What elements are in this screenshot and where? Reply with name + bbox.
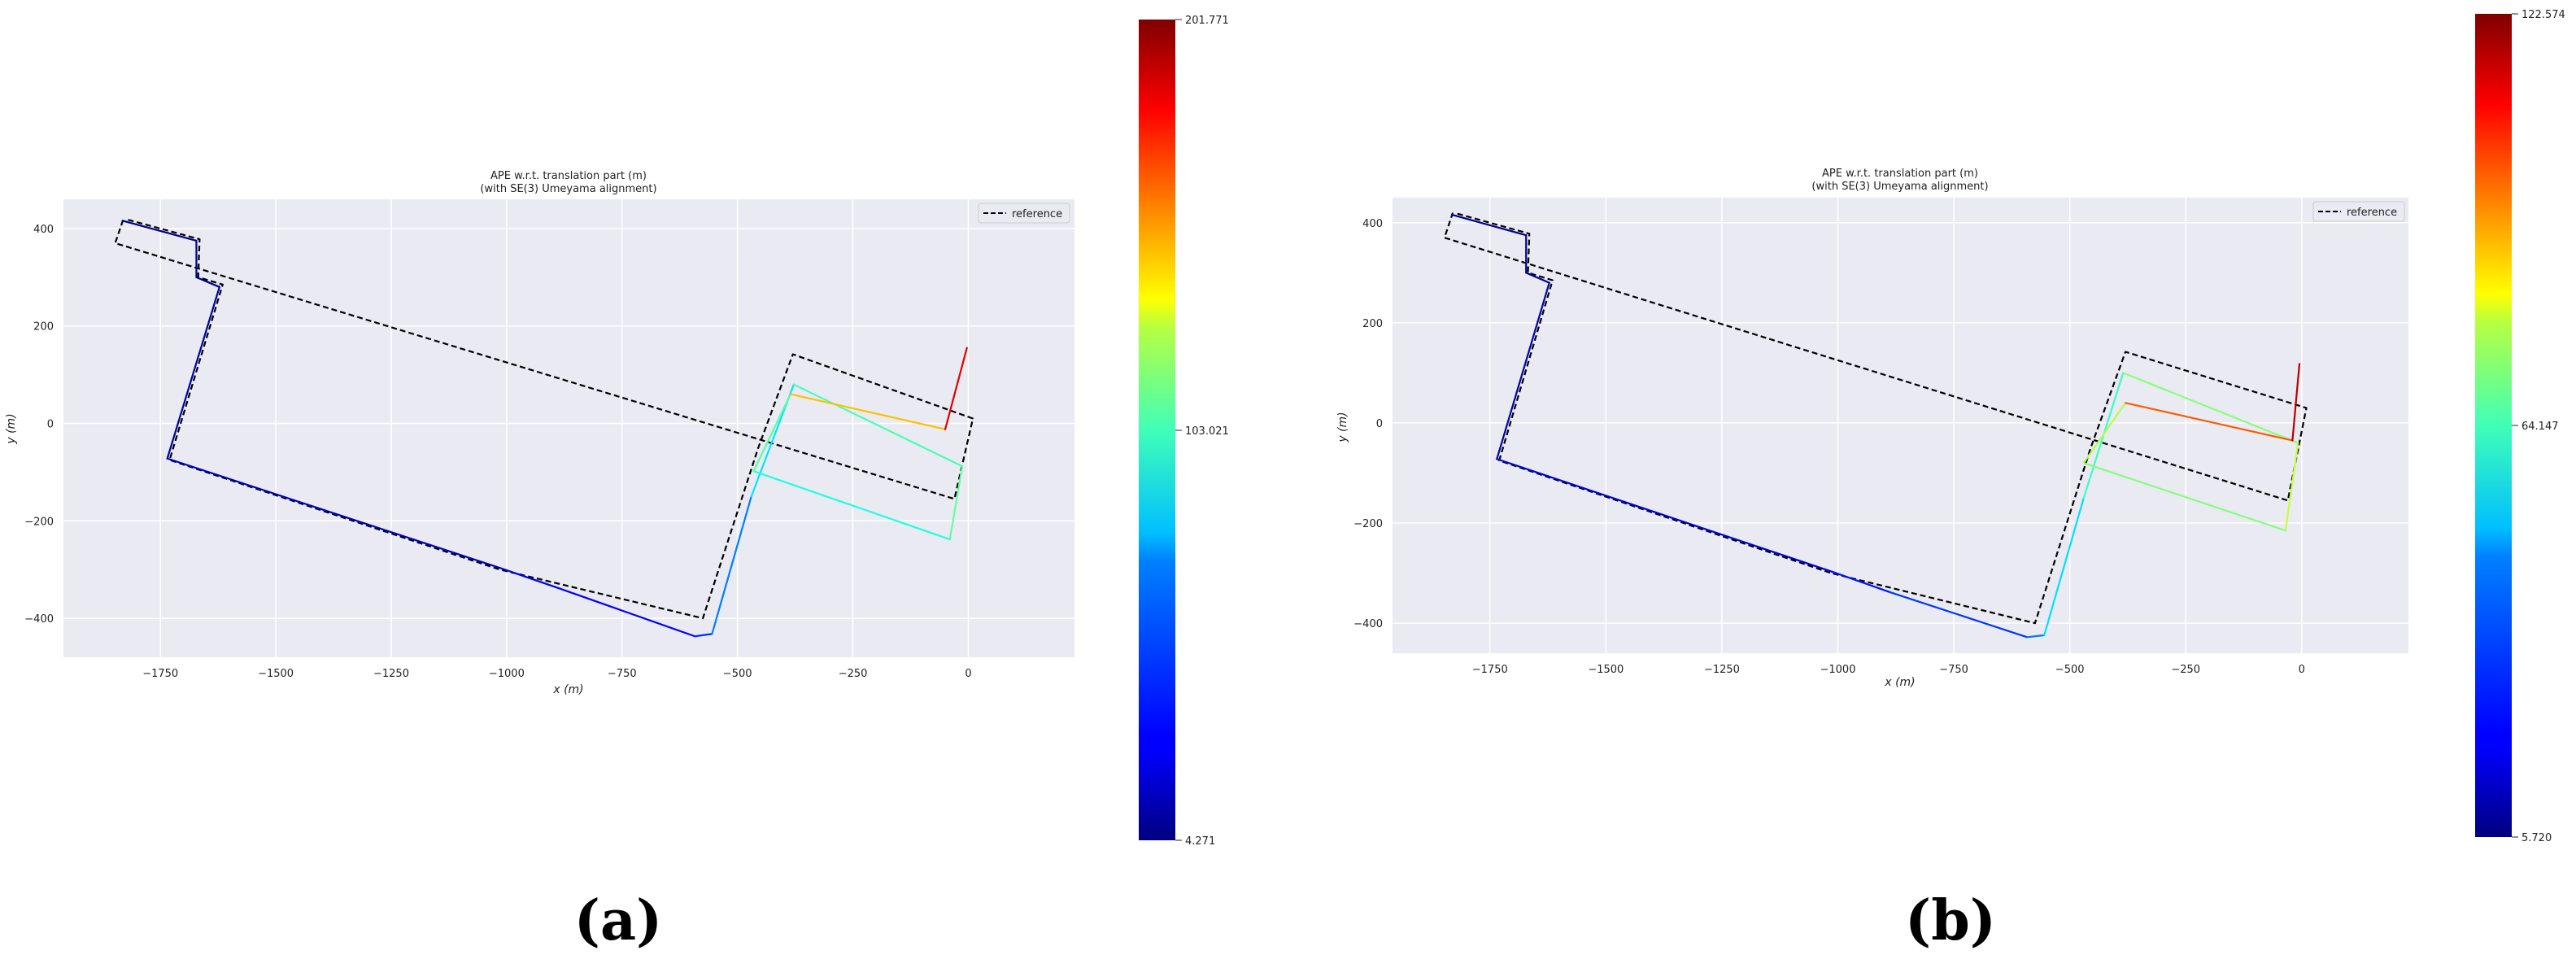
estimate-trajectory-segment [2125, 402, 2294, 442]
colorbar-tick-mid-a: 103.021 [1185, 425, 1229, 438]
legend-box-a [978, 203, 1070, 224]
x-tick-label: 0 [965, 668, 971, 680]
x-tick-label: −250 [839, 668, 868, 680]
estimate-trajectory-segment [2122, 372, 2299, 444]
reference-trajectory-line [1443, 212, 2308, 625]
estimate-trajectory-segment [789, 393, 947, 430]
x-tick-label: −250 [2171, 664, 2200, 676]
x-tick-label: −1750 [1472, 664, 1508, 676]
x-tick-label: −750 [1939, 664, 1968, 676]
estimate-trajectory-segment [1889, 591, 2029, 639]
estimate-trajectory-segment [694, 633, 713, 638]
estimate-trajectory-segment [2284, 442, 2299, 532]
x-tick-label: −1750 [142, 668, 178, 680]
estimate-trajectory-segment [1496, 281, 1550, 460]
x-axis-label-a: x (m) [552, 683, 583, 696]
legend-a: reference [978, 203, 1070, 224]
estimate-trajectory-segment [2043, 497, 2085, 636]
colorbar-tick-min-b: 5.720 [2522, 832, 2552, 844]
x-tick-label: −1250 [1704, 664, 1740, 676]
estimate-trajectory-segment [944, 347, 968, 430]
colorbar-tick-max-a: 201.771 [1185, 15, 1229, 27]
colorbar-b: 122.574 64.147 5.720 [2475, 9, 2565, 844]
x-tick-label: −1500 [258, 668, 294, 680]
chart-subtitle-a: (with SE(3) Umeyama alignment) [480, 183, 656, 195]
y-tick-label: 200 [33, 321, 54, 334]
series-layer-a [114, 218, 974, 638]
estimate-trajectory-segment [2291, 363, 2301, 442]
chart-title-a: APE w.r.t. translation part (m) [490, 170, 647, 182]
colorbar-tick-min-a: 4.271 [1185, 835, 1215, 848]
estimate-trajectory-segment [166, 457, 503, 570]
series-layer-b [1443, 212, 2308, 639]
y-tick-label: −200 [1353, 518, 1383, 530]
estimate-trajectory-segment [792, 383, 964, 468]
y-tick-label: 0 [1376, 418, 1383, 430]
y-tick-label: 0 [47, 419, 54, 431]
colorbar-a: 201.771 103.021 4.271 [1139, 15, 1229, 848]
x-tick-label: −1000 [489, 668, 525, 680]
estimate-trajectory-segment [948, 465, 964, 541]
x-tick-label: −500 [2055, 664, 2085, 676]
estimate-trajectory-segment [752, 393, 792, 473]
grid-lines-b [1393, 198, 2408, 653]
estimate-trajectory-segment [2082, 402, 2127, 464]
x-tick-label: −1250 [373, 668, 409, 680]
x-tick-label: −500 [723, 668, 752, 680]
y-tick-label: −400 [24, 613, 54, 626]
panel-label-b: (b) [1905, 888, 1996, 953]
grid-lines-a [63, 199, 1074, 657]
colorbar-tick-mid-b: 64.147 [2522, 421, 2559, 433]
ticks-layer-a: −1750 −1500 −1250 −1000 −750 −500 −250 0 −400 −20… [24, 224, 971, 680]
x-axis-label-b: x (m) [1884, 676, 1915, 689]
legend-label-reference-b: reference [2347, 207, 2397, 219]
y-tick-label: −200 [24, 516, 54, 528]
estimate-trajectory-segment [2082, 462, 2286, 532]
plot-area-b [1393, 198, 2408, 653]
ticks-layer-b: −1750 −1500 −1250 −1000 −750 −500 −250 0 −400 −20… [1353, 218, 2305, 676]
y-tick-label: 200 [1362, 318, 1383, 330]
panel-label-a: (a) [574, 888, 662, 953]
estimate-trajectory-segment [195, 276, 220, 288]
estimate-trajectory-segment [1832, 571, 1891, 594]
estimate-trajectory-segment [166, 286, 220, 460]
estimate-trajectory-segment [501, 567, 560, 590]
x-tick-label: −750 [608, 668, 637, 680]
estimate-trajectory-segment [1496, 458, 1834, 573]
y-axis-label-b: y (m) [1336, 412, 1349, 443]
y-tick-label: 400 [33, 224, 54, 236]
chart-subtitle-b: (with SE(3) Umeyama alignment) [1811, 181, 1988, 193]
legend-b: reference [2312, 201, 2405, 222]
estimate-trajectory-segment [557, 586, 696, 638]
chart-title-b: APE w.r.t. translation part (m) [1822, 168, 1978, 180]
colorbar-gradient-b [2475, 14, 2512, 837]
estimate-trajectory-segment [121, 220, 198, 242]
estimate-trajectory-segment [1450, 213, 1528, 237]
colorbar-gradient-a [1139, 20, 1175, 840]
legend-box-b [2312, 201, 2405, 222]
chart-panel-a: −1750 −1500 −1250 −1000 −750 −500 −250 0 −400 −20… [5, 15, 1229, 953]
estimate-trajectory-segment [711, 495, 752, 635]
legend-label-reference-a: reference [1012, 208, 1062, 220]
y-tick-label: −400 [1353, 618, 1383, 630]
x-tick-label: 0 [2299, 664, 2305, 676]
colorbar-tick-max-b: 122.574 [2522, 9, 2565, 21]
estimate-trajectory-segment [752, 470, 951, 541]
y-axis-label-a: y (m) [5, 413, 18, 444]
estimate-trajectory-segment [1525, 272, 1550, 284]
plot-area-a [63, 199, 1074, 657]
x-tick-label: −1000 [1820, 664, 1856, 676]
x-tick-label: −1500 [1588, 664, 1624, 676]
chart-panel-b: −1750 −1500 −1250 −1000 −750 −500 −250 0 −400 −20… [1336, 9, 2565, 953]
estimate-trajectory-segment [2026, 634, 2046, 639]
y-tick-label: 400 [1362, 218, 1383, 230]
